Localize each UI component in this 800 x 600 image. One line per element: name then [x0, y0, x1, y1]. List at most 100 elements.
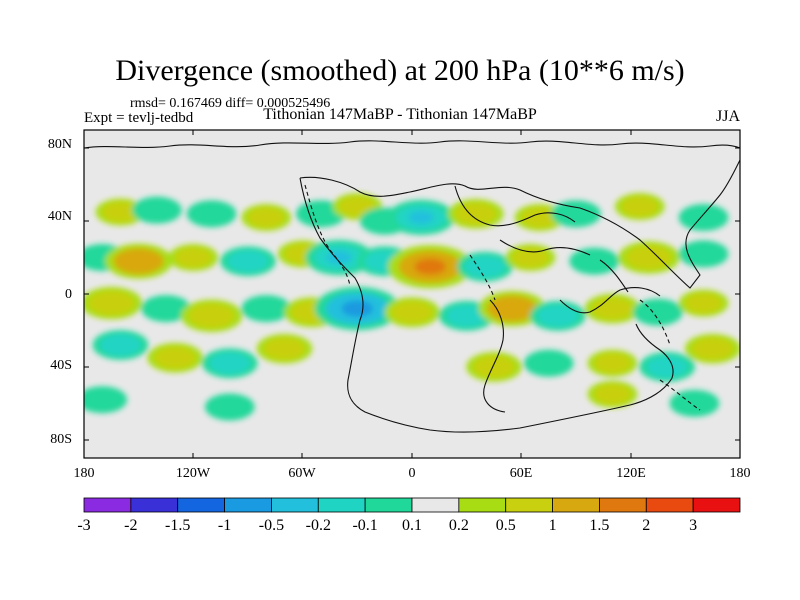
field-cell: [575, 251, 613, 272]
field-cell: [188, 303, 235, 328]
field-cell: [692, 337, 734, 360]
colorbar-label: -0.5: [258, 517, 285, 534]
field-cell: [174, 247, 212, 268]
field-cell: [247, 207, 285, 228]
colorbar-swatch: [505, 497, 553, 513]
colorbar-swatch: [411, 497, 460, 513]
field-cell: [464, 255, 506, 278]
continent-outlines: [84, 140, 740, 433]
field-cell: [473, 355, 515, 378]
field-cell: [685, 293, 722, 314]
field-cell: [591, 297, 634, 320]
colorbar-swatch: [645, 497, 694, 513]
field-cell: [594, 353, 631, 374]
lat-label-80n: 80N: [47, 137, 72, 152]
plot-title: Divergence (smoothed) at 200 hPa (10**6 …: [115, 54, 685, 87]
shelf-line-australia: [639, 299, 671, 346]
lon-label-60w: 60W: [288, 466, 316, 481]
field-cell: [391, 301, 433, 324]
colorbar-swatch: [271, 497, 319, 513]
shelf-line-west: [304, 184, 351, 287]
field-cell-core: [414, 258, 447, 275]
rmsd-diff-stats: rmsd= 0.167469 diff= 0.000525496: [130, 96, 331, 111]
field-cell: [594, 384, 631, 405]
field-cell: [227, 250, 269, 273]
field-cell: [557, 203, 595, 224]
axis-ticks: [83, 130, 741, 458]
field-cell: [676, 393, 713, 414]
field-cell: [685, 243, 722, 264]
pangaea-coastline: [299, 159, 740, 433]
field-cell: [84, 389, 121, 410]
field-cell-core: [408, 210, 434, 224]
colorbar-label: -1: [217, 517, 232, 534]
field-cell: [512, 247, 549, 268]
lat-label-eq: 0: [65, 287, 72, 302]
field-cell: [537, 304, 579, 327]
colorbar-label: 2: [642, 517, 651, 534]
colorbar-label: 1: [548, 517, 557, 534]
field-cell: [338, 196, 376, 217]
colorbar-label: -3: [77, 517, 91, 534]
colorbar-swatch: [177, 497, 225, 513]
field-cell: [263, 337, 306, 360]
field-cell: [138, 200, 176, 221]
colorbar-swatch: [83, 497, 132, 513]
tethys-coastline: [454, 185, 629, 293]
field-cell: [455, 202, 497, 225]
lon-label-120e: 120E: [616, 466, 646, 481]
field-cell: [685, 207, 722, 228]
field-cell: [209, 352, 251, 375]
colorbar-label: 3: [689, 517, 698, 534]
experiment-label: Expt = tevlj-tedbd: [84, 110, 194, 126]
polar-coastline: [84, 140, 740, 149]
colorbar-label: -0.1: [352, 517, 378, 534]
field-cell: [530, 353, 568, 374]
field-cell-core: [499, 302, 525, 316]
colorbar-swatch: [692, 497, 741, 513]
field-cell: [639, 302, 677, 323]
colorbar-swatch: [364, 497, 413, 513]
field-cell: [646, 355, 688, 378]
colorbar-label: 1.5: [589, 517, 610, 534]
colorbar-swatch: [599, 497, 647, 513]
lon-label-60e: 60E: [509, 466, 533, 481]
colorbar-label: -2: [124, 517, 138, 534]
field-cell: [211, 396, 249, 417]
field-cell-core: [126, 254, 152, 268]
field-cell: [621, 196, 659, 217]
comparison-subtitle: Tithonian 147MaBP - Tithonian 147MaBP: [263, 106, 537, 123]
colorbar-swatch: [224, 497, 272, 513]
lat-label-40n: 40N: [47, 209, 72, 224]
field-cell-core: [341, 300, 374, 317]
lat-label-40s: 40S: [50, 358, 72, 373]
field-cell: [99, 334, 142, 357]
lon-label-180e: 180: [729, 466, 751, 481]
field-cell: [88, 291, 135, 316]
colorbar-label: 0.2: [448, 517, 469, 534]
field-cell: [102, 202, 139, 222]
season-label: JJA: [716, 108, 741, 125]
colorbar-label: 0.1: [402, 517, 422, 534]
field-cell: [626, 245, 672, 270]
colorbar: [83, 497, 741, 513]
lon-label-120w: 120W: [175, 466, 211, 481]
colorbar-label: 0.5: [495, 517, 516, 534]
colorbar-label: -0.2: [305, 517, 331, 534]
colorbar-swatch: [458, 497, 507, 513]
field-cell: [147, 298, 185, 319]
colorbar-swatch: [317, 497, 366, 513]
field-cell: [446, 304, 488, 327]
map-background: [84, 130, 740, 458]
lat-label-80s: 80S: [50, 432, 72, 447]
colorbar-swatch: [130, 497, 179, 513]
lon-label-180w: 180: [73, 466, 95, 481]
field-cell: [247, 298, 285, 319]
lon-label-0: 0: [408, 466, 416, 481]
colorbar-label: -1.5: [165, 517, 191, 534]
colorbar-swatch: [552, 497, 600, 513]
divergence-field: [84, 193, 740, 421]
field-cell: [193, 203, 230, 224]
field-cell: [154, 346, 196, 369]
